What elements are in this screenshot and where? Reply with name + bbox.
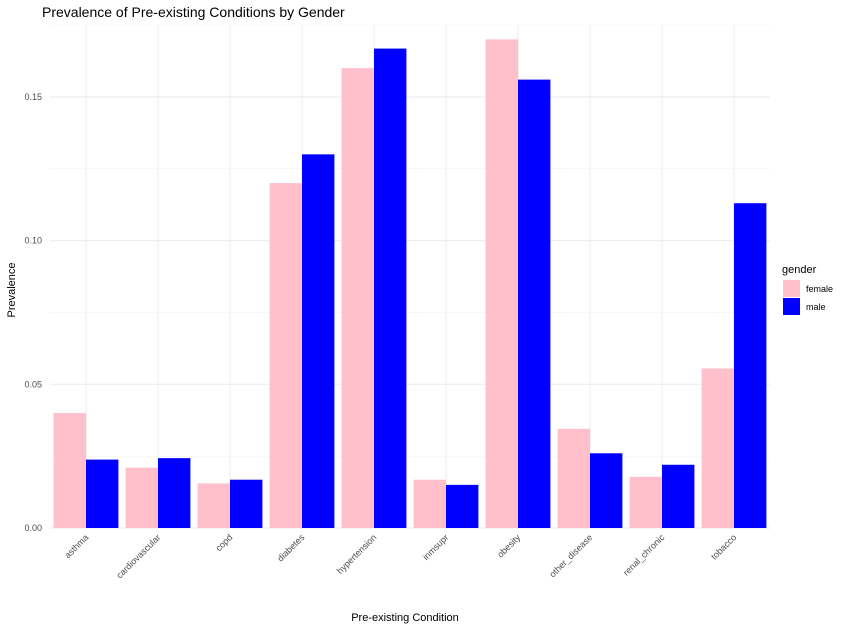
bar-male-asthma bbox=[86, 459, 119, 528]
x-tick-label: hypertension bbox=[335, 532, 379, 576]
bars bbox=[53, 39, 767, 529]
legend-title: gender bbox=[782, 264, 817, 276]
bar-male-renal_chronic bbox=[662, 464, 695, 528]
bar-male-diabetes bbox=[302, 154, 335, 529]
y-tick-label: 0.05 bbox=[24, 379, 42, 389]
bar-male-copd bbox=[230, 479, 263, 528]
x-tick-label: obesity bbox=[495, 532, 523, 560]
bar-male-tobacco bbox=[734, 203, 767, 528]
x-tick-label: inmsupr bbox=[421, 532, 451, 562]
bar-female-renal_chronic bbox=[629, 476, 662, 528]
x-tick-label: asthma bbox=[62, 532, 90, 560]
x-axis-title: Pre-existing Condition bbox=[351, 612, 459, 624]
y-tick-label: 0.10 bbox=[24, 236, 42, 246]
y-tick-label: 0.00 bbox=[24, 523, 42, 533]
x-tick-label: renal_chronic bbox=[621, 532, 667, 578]
bar-female-inmsupr bbox=[413, 479, 446, 528]
x-tick-label: tobacco bbox=[709, 532, 738, 561]
x-tick-label: other_disease bbox=[547, 532, 594, 579]
x-tick-label: copd bbox=[214, 532, 235, 553]
bar-male-obesity bbox=[518, 79, 551, 529]
x-axis-ticks: asthma cardiovascular copd diabetes hyperten… bbox=[62, 532, 738, 580]
x-tick-label: diabetes bbox=[275, 532, 306, 563]
legend: gender female male bbox=[782, 264, 833, 315]
y-tick-label: 0.15 bbox=[24, 92, 42, 102]
bar-female-copd bbox=[197, 483, 230, 528]
legend-label-male: male bbox=[806, 302, 826, 312]
bar-female-diabetes bbox=[269, 183, 302, 529]
bar-male-inmsupr bbox=[446, 484, 479, 528]
chart-title: Prevalence of Pre-existing Conditions by… bbox=[42, 4, 345, 20]
grid bbox=[50, 24, 770, 529]
bar-male-cardiovascular bbox=[158, 458, 191, 528]
bar-female-other_disease bbox=[557, 428, 590, 528]
legend-key-female bbox=[783, 280, 800, 297]
x-tick-label: cardiovascular bbox=[114, 532, 162, 580]
bar-female-cardiovascular bbox=[125, 467, 158, 528]
bar-female-tobacco bbox=[701, 368, 734, 528]
y-axis-title: Prevalence bbox=[6, 262, 18, 317]
legend-key-male bbox=[783, 298, 800, 315]
legend-label-female: female bbox=[806, 284, 833, 294]
bar-male-hypertension bbox=[374, 48, 407, 528]
bar-female-hypertension bbox=[341, 68, 374, 528]
y-axis-ticks: 0.00 0.05 0.10 0.15 bbox=[24, 92, 42, 533]
bar-female-obesity bbox=[485, 39, 518, 528]
bar-male-other_disease bbox=[590, 453, 623, 528]
bar-female-asthma bbox=[53, 413, 86, 528]
plot-area bbox=[50, 24, 770, 529]
